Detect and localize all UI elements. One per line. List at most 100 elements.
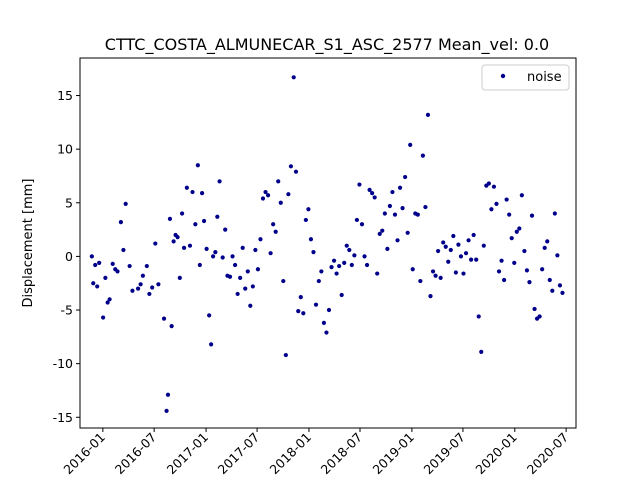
data-point (364, 262, 370, 268)
y-tick-label: 10 (57, 142, 73, 157)
data-point (263, 189, 268, 195)
data-point (288, 164, 294, 169)
data-point (171, 239, 176, 244)
data-point (339, 292, 344, 298)
data-point (433, 273, 438, 278)
data-points (89, 75, 565, 413)
data-point (286, 192, 291, 197)
data-point (463, 251, 469, 256)
data-point (337, 263, 342, 269)
data-point (560, 290, 565, 295)
data-point (504, 197, 509, 202)
data-point (385, 246, 390, 251)
data-point (118, 219, 123, 225)
data-point (271, 222, 276, 227)
data-point (430, 269, 436, 274)
data-point (103, 275, 108, 280)
data-point (446, 259, 451, 264)
data-point (397, 185, 403, 190)
data-point (165, 392, 171, 397)
data-point (494, 201, 499, 206)
data-point (265, 193, 271, 198)
data-point (319, 269, 324, 274)
data-point (250, 284, 255, 289)
data-point (204, 246, 209, 251)
data-point (291, 75, 296, 80)
data-point (293, 169, 299, 174)
data-point (458, 254, 464, 259)
data-point (95, 284, 100, 289)
data-point (248, 303, 253, 308)
data-point (276, 179, 281, 184)
data-point (375, 271, 380, 276)
data-point (167, 216, 173, 221)
data-point (331, 258, 337, 263)
data-point (181, 245, 187, 250)
data-point (123, 201, 128, 206)
data-point (557, 283, 563, 288)
data-point (260, 196, 266, 201)
data-point (101, 315, 106, 320)
data-point (451, 233, 456, 239)
data-point (466, 238, 471, 243)
data-point (311, 250, 316, 255)
data-point (243, 286, 248, 291)
data-point (410, 267, 415, 272)
data-point (324, 330, 329, 335)
data-point (223, 227, 228, 232)
data-point (121, 247, 126, 253)
data-point (471, 232, 476, 238)
data-point (403, 174, 408, 180)
data-point (347, 247, 352, 253)
data-point (479, 349, 484, 354)
data-point (517, 226, 522, 231)
data-point (527, 280, 532, 285)
data-point (469, 257, 474, 262)
data-point (253, 247, 258, 253)
data-point (344, 243, 349, 248)
data-point (210, 254, 216, 259)
data-point (313, 302, 319, 307)
data-point (93, 262, 98, 268)
data-point (329, 265, 334, 270)
y-tick-label: -15 (53, 410, 73, 425)
data-point (301, 311, 306, 316)
y-tick-label: 0 (65, 249, 73, 264)
data-point (278, 200, 283, 205)
data-point (207, 313, 212, 318)
data-point (502, 277, 507, 283)
data-point (359, 222, 365, 227)
data-point (524, 268, 530, 273)
data-point (334, 271, 339, 276)
data-point (268, 251, 273, 256)
data-point (392, 212, 398, 217)
data-point (130, 288, 135, 293)
data-point (281, 278, 286, 284)
data-point (144, 263, 149, 269)
data-point (303, 217, 308, 223)
data-point (491, 184, 497, 189)
data-point (529, 213, 535, 218)
data-point (227, 274, 233, 279)
data-point (514, 229, 519, 234)
y-tick-label: -10 (53, 356, 73, 371)
data-point (547, 277, 552, 283)
data-point (509, 236, 514, 241)
data-point (153, 241, 158, 246)
data-point (161, 316, 167, 321)
data-point (273, 229, 278, 234)
legend-label-noise: noise (527, 70, 562, 85)
data-point (532, 306, 537, 312)
data-point (377, 231, 382, 236)
data-point (306, 207, 311, 212)
data-point (474, 257, 479, 262)
data-point (420, 153, 425, 158)
data-point (209, 342, 214, 347)
data-point (255, 267, 261, 272)
data-point (438, 275, 443, 280)
data-point (418, 278, 423, 284)
data-point (540, 267, 545, 272)
data-point (461, 271, 466, 276)
data-point (367, 187, 372, 193)
data-point (220, 255, 225, 260)
